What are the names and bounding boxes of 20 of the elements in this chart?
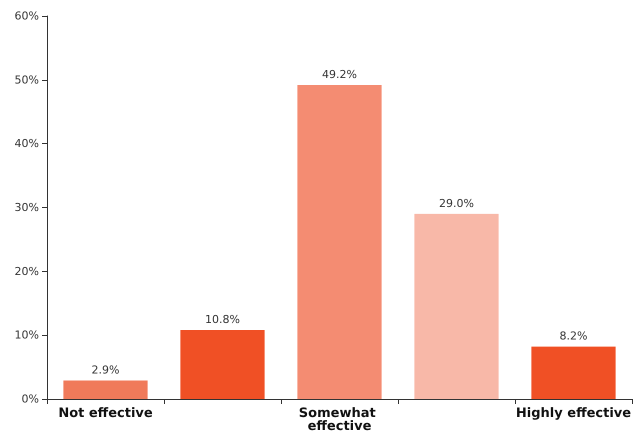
bar: [63, 380, 148, 399]
x-tick-label: Somewhat effective: [298, 406, 380, 434]
data-label: 8.2%: [560, 330, 588, 343]
y-tick-label: 20%: [14, 264, 39, 278]
y-tick-label: 60%: [14, 10, 39, 22]
bar: [531, 346, 616, 399]
y-tick-label: 0%: [22, 392, 39, 406]
y-tick-label: 50%: [14, 73, 39, 86]
y-tick-label: 30%: [14, 201, 39, 214]
data-label: 2.9%: [92, 363, 120, 376]
bar: [180, 330, 265, 399]
bar: [414, 214, 499, 399]
bar: [297, 84, 382, 399]
data-label: 49.2%: [322, 68, 357, 81]
data-label: 29.0%: [439, 196, 474, 210]
x-tick-label: Highly effective: [516, 406, 632, 421]
data-label: 10.8%: [205, 313, 240, 326]
y-tick-label: 10%: [14, 328, 39, 342]
x-tick-label: Not effective: [58, 406, 153, 421]
y-tick-label: 40%: [14, 137, 39, 150]
